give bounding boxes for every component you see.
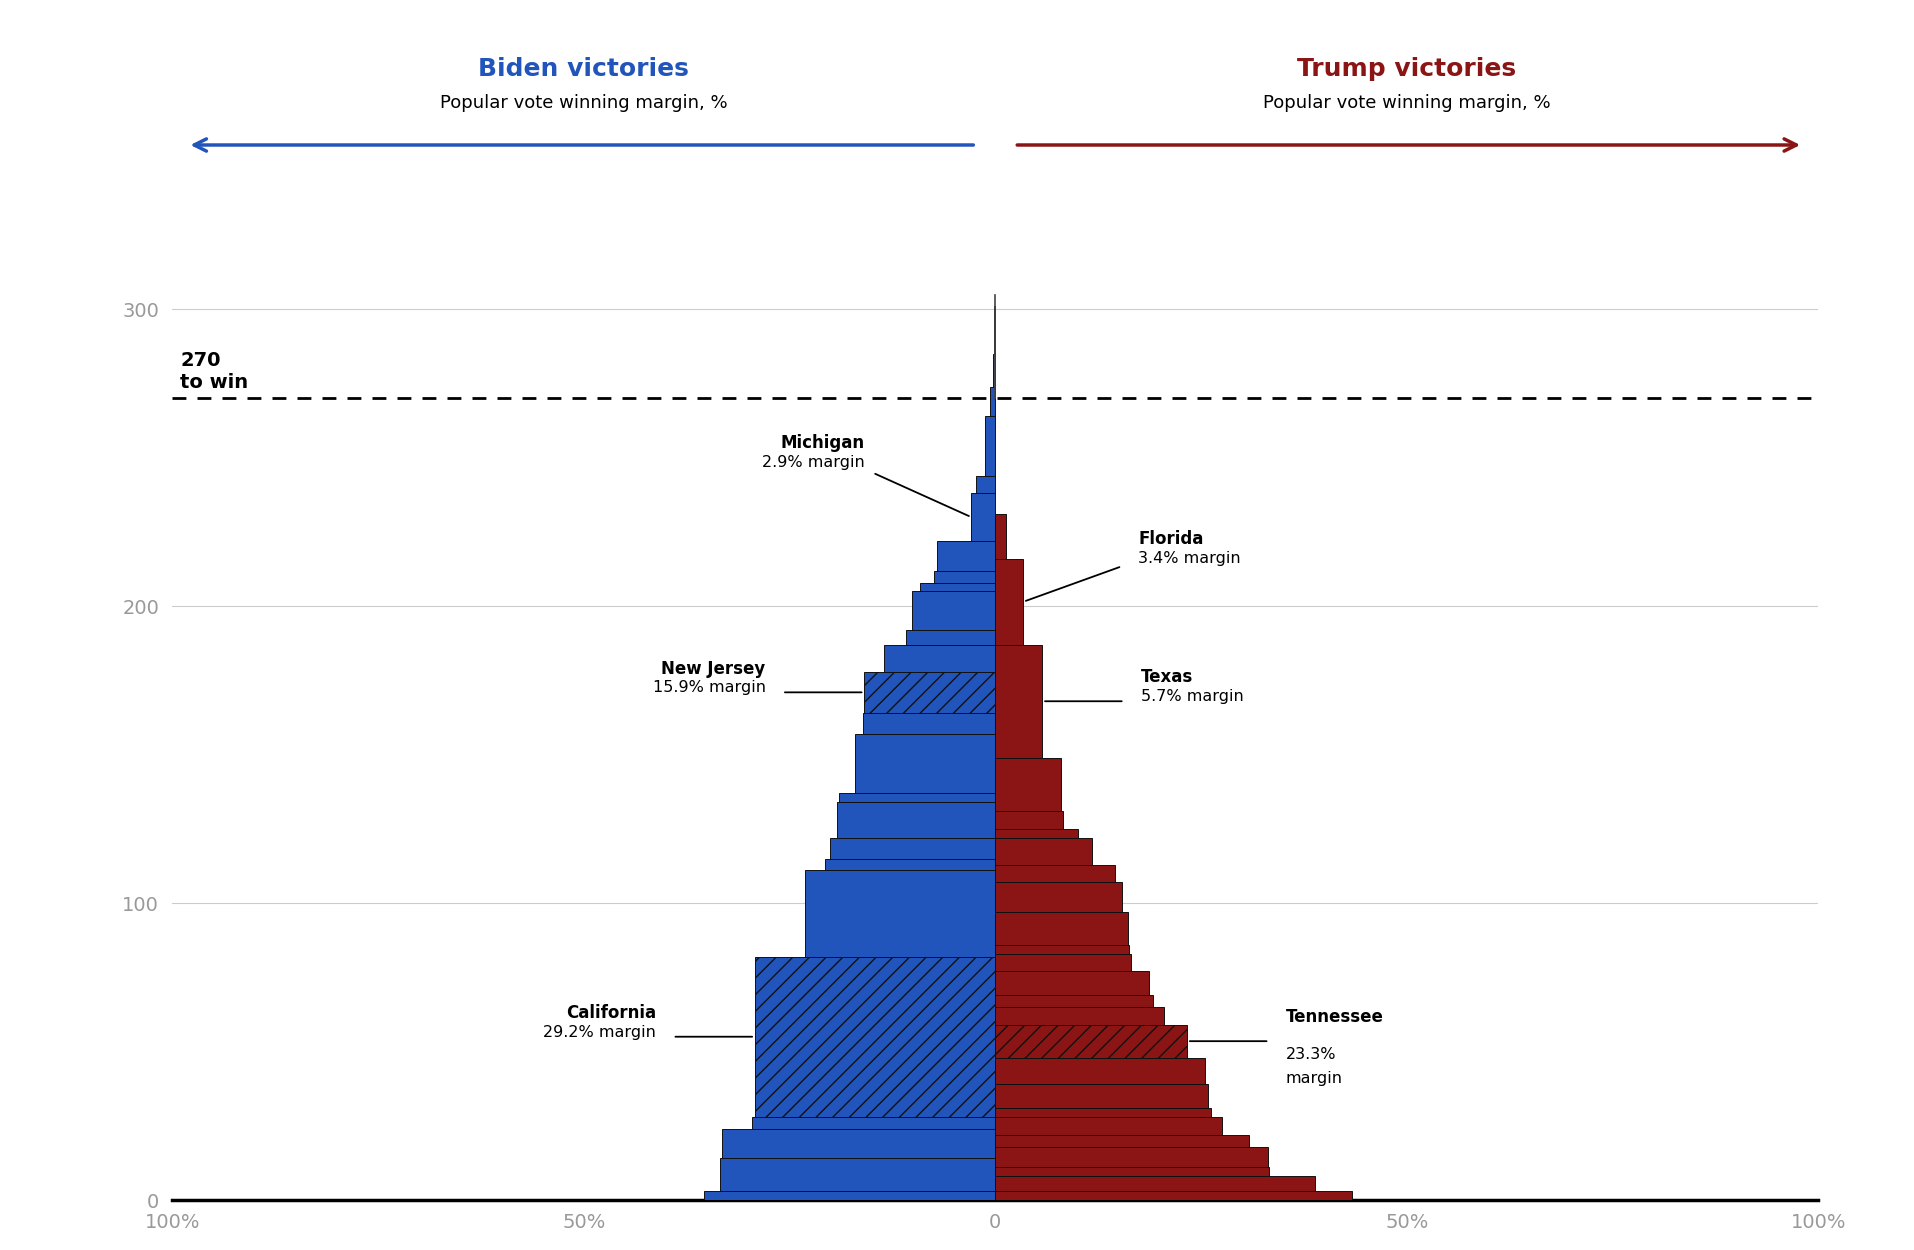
Bar [921,582,995,591]
Bar [720,1159,995,1191]
Text: Texas: Texas [1141,669,1192,686]
Bar [995,1058,1206,1084]
Bar [865,671,995,712]
Text: 5.7% margin: 5.7% margin [1141,690,1244,705]
Text: Popular vote winning margin, %: Popular vote winning margin, % [440,94,727,111]
Bar [806,870,995,956]
Bar [995,971,1148,995]
Bar [995,829,1078,838]
Text: Popular vote winning margin, %: Popular vote winning margin, % [1263,94,1550,111]
Bar [995,1118,1223,1135]
Bar [704,1191,995,1200]
Bar [754,956,995,1118]
Bar [884,645,995,671]
Bar [722,1129,995,1159]
Text: 270
to win: 270 to win [180,351,249,392]
Bar [995,811,1062,829]
Text: New Jersey: New Jersey [662,660,766,678]
Bar [995,995,1154,1008]
Bar [986,416,995,475]
Bar [995,865,1116,882]
Bar [907,630,995,645]
Text: Trump victories: Trump victories [1298,56,1516,81]
Bar [990,386,995,416]
Bar [995,559,1024,645]
Bar [976,475,995,494]
Bar [856,734,995,794]
Bar [995,912,1127,945]
Text: Michigan: Michigan [781,434,865,451]
Bar [863,712,995,734]
Bar [995,954,1131,971]
Bar [995,758,1060,811]
Bar [836,802,995,838]
Text: margin: margin [1286,1071,1344,1086]
Bar [995,1146,1267,1168]
Bar [995,1191,1353,1200]
Bar [831,838,995,859]
Bar [995,882,1122,912]
Bar [995,1135,1248,1146]
Text: Biden victories: Biden victories [478,56,689,81]
Bar [995,1108,1212,1118]
Bar [995,1176,1315,1191]
Text: 2.9% margin: 2.9% margin [762,455,865,470]
Bar [995,1025,1187,1058]
Text: 3.4% margin: 3.4% margin [1139,551,1240,566]
Bar [995,1084,1208,1108]
Bar [825,859,995,870]
Bar [995,945,1129,954]
Text: Florida: Florida [1139,530,1204,549]
Bar [972,494,995,541]
Bar [993,354,995,386]
Text: California: California [567,1004,657,1022]
Bar [752,1118,995,1129]
Bar [995,838,1091,865]
Bar [995,1008,1164,1025]
Text: 23.3%: 23.3% [1286,1048,1336,1062]
Bar [838,794,995,802]
Bar [995,645,1043,758]
Bar [936,541,995,570]
Text: Tennessee: Tennessee [1286,1009,1384,1026]
Text: 29.2% margin: 29.2% margin [544,1025,657,1040]
Text: 15.9% margin: 15.9% margin [653,680,766,695]
Bar [934,570,995,582]
Bar [995,514,1007,559]
Bar [995,1168,1269,1176]
Bar [913,591,995,630]
